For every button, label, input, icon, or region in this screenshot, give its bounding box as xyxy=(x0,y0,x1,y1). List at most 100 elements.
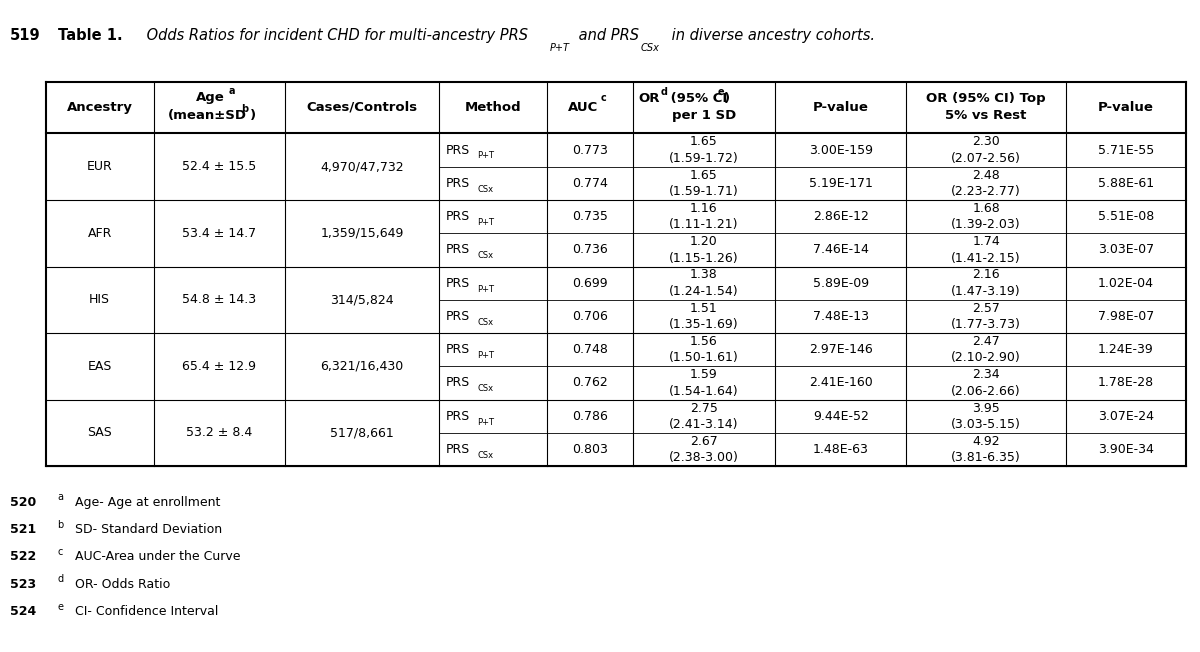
Text: a: a xyxy=(229,85,235,95)
Text: Cases/Controls: Cases/Controls xyxy=(306,101,418,114)
Text: 52.4 ± 15.5: 52.4 ± 15.5 xyxy=(182,160,257,173)
Text: 522: 522 xyxy=(10,550,36,563)
Text: 0.736: 0.736 xyxy=(572,243,608,256)
Text: 0.748: 0.748 xyxy=(572,343,608,356)
Text: P+T: P+T xyxy=(478,418,494,426)
Text: 1.02E-04: 1.02E-04 xyxy=(1098,276,1153,289)
Text: 1.16
(1.11-1.21): 1.16 (1.11-1.21) xyxy=(670,202,739,231)
Text: AUC-Area under the Curve: AUC-Area under the Curve xyxy=(71,550,240,563)
Text: ): ) xyxy=(724,92,730,105)
Text: per 1 SD: per 1 SD xyxy=(672,109,736,122)
Text: 1,359/15,649: 1,359/15,649 xyxy=(320,227,403,240)
Text: 2.41E-160: 2.41E-160 xyxy=(809,376,872,389)
Text: and PRS: and PRS xyxy=(574,28,638,44)
Text: 1.48E-63: 1.48E-63 xyxy=(812,443,869,456)
Text: Ancestry: Ancestry xyxy=(67,101,133,114)
Text: 5.51E-08: 5.51E-08 xyxy=(1098,210,1154,223)
Text: PRS: PRS xyxy=(446,310,470,323)
Text: PRS: PRS xyxy=(446,409,470,422)
Text: 2.48
(2.23-2.77): 2.48 (2.23-2.77) xyxy=(952,169,1021,198)
Text: Age- Age at enrollment: Age- Age at enrollment xyxy=(71,496,220,509)
Text: 0.774: 0.774 xyxy=(572,177,608,190)
Text: 54.8 ± 14.3: 54.8 ± 14.3 xyxy=(182,293,257,306)
Text: P+T: P+T xyxy=(478,218,494,227)
Text: 0.735: 0.735 xyxy=(572,210,608,223)
Text: 53.4 ± 14.7: 53.4 ± 14.7 xyxy=(182,227,257,240)
Text: AFR: AFR xyxy=(88,227,112,240)
Text: P+T: P+T xyxy=(478,151,494,160)
Text: 3.00E-159: 3.00E-159 xyxy=(809,143,872,156)
Text: b: b xyxy=(241,104,248,113)
Text: 2.75
(2.41-3.14): 2.75 (2.41-3.14) xyxy=(670,402,739,431)
Text: 519: 519 xyxy=(10,28,41,44)
Text: d: d xyxy=(58,574,64,584)
Text: 524: 524 xyxy=(10,605,36,618)
Text: OR: OR xyxy=(638,92,660,105)
Text: 3.90E-34: 3.90E-34 xyxy=(1098,443,1153,456)
Text: 520: 520 xyxy=(10,496,36,509)
Text: SD- Standard Deviation: SD- Standard Deviation xyxy=(71,523,222,536)
Text: AUC: AUC xyxy=(568,101,598,114)
Text: 2.30
(2.07-2.56): 2.30 (2.07-2.56) xyxy=(952,136,1021,165)
Text: 2.57
(1.77-3.73): 2.57 (1.77-3.73) xyxy=(952,302,1021,331)
Text: 4.92
(3.81-6.35): 4.92 (3.81-6.35) xyxy=(952,435,1021,464)
Text: 1.20
(1.15-1.26): 1.20 (1.15-1.26) xyxy=(670,235,739,265)
Text: P+T: P+T xyxy=(478,351,494,360)
Text: 5% vs Rest: 5% vs Rest xyxy=(946,109,1027,122)
Text: 4,970/47,732: 4,970/47,732 xyxy=(320,160,403,173)
Text: Age: Age xyxy=(196,91,224,104)
Text: d: d xyxy=(660,87,667,96)
Text: Method: Method xyxy=(464,101,521,114)
Text: 5.88E-61: 5.88E-61 xyxy=(1098,177,1154,190)
Text: 521: 521 xyxy=(10,523,36,536)
Text: c: c xyxy=(601,93,606,102)
Text: CSx: CSx xyxy=(478,251,493,260)
Text: 0.803: 0.803 xyxy=(572,443,608,456)
Text: 0.762: 0.762 xyxy=(572,376,608,389)
Text: 1.65
(1.59-1.72): 1.65 (1.59-1.72) xyxy=(670,136,739,165)
Text: (mean±SD: (mean±SD xyxy=(168,109,247,122)
Text: (95% CI: (95% CI xyxy=(666,92,727,105)
Text: EAS: EAS xyxy=(88,360,112,373)
Text: OR (95% CI) Top: OR (95% CI) Top xyxy=(926,92,1046,105)
Text: CSx: CSx xyxy=(478,385,493,393)
Text: 53.2 ± 8.4: 53.2 ± 8.4 xyxy=(186,426,252,439)
Text: 2.86E-12: 2.86E-12 xyxy=(812,210,869,223)
Text: 523: 523 xyxy=(10,578,36,591)
Text: CSx: CSx xyxy=(641,42,660,53)
Text: 0.706: 0.706 xyxy=(572,310,608,323)
Text: PRS: PRS xyxy=(446,343,470,356)
Text: PRS: PRS xyxy=(446,210,470,223)
Text: e: e xyxy=(718,87,725,96)
Text: P+T: P+T xyxy=(550,42,570,53)
Text: 5.71E-55: 5.71E-55 xyxy=(1098,143,1154,156)
Text: Table 1.: Table 1. xyxy=(58,28,122,44)
Text: 5.19E-171: 5.19E-171 xyxy=(809,177,872,190)
Text: 1.65
(1.59-1.71): 1.65 (1.59-1.71) xyxy=(670,169,739,198)
Text: HIS: HIS xyxy=(89,293,110,306)
Text: 5.89E-09: 5.89E-09 xyxy=(812,276,869,289)
Text: CSx: CSx xyxy=(478,451,493,460)
Text: 1.68
(1.39-2.03): 1.68 (1.39-2.03) xyxy=(952,202,1021,231)
Text: 3.07E-24: 3.07E-24 xyxy=(1098,409,1153,422)
Text: PRS: PRS xyxy=(446,243,470,256)
Text: 1.74
(1.41-2.15): 1.74 (1.41-2.15) xyxy=(952,235,1021,265)
Text: PRS: PRS xyxy=(446,443,470,456)
Text: 65.4 ± 12.9: 65.4 ± 12.9 xyxy=(182,360,257,373)
Text: 1.56
(1.50-1.61): 1.56 (1.50-1.61) xyxy=(670,335,739,364)
Text: PRS: PRS xyxy=(446,276,470,289)
Text: in diverse ancestry cohorts.: in diverse ancestry cohorts. xyxy=(667,28,875,44)
Text: 1.59
(1.54-1.64): 1.59 (1.54-1.64) xyxy=(670,368,739,398)
Text: Odds Ratios for incident CHD for multi-ancestry PRS: Odds Ratios for incident CHD for multi-a… xyxy=(142,28,528,44)
Text: 2.67
(2.38-3.00): 2.67 (2.38-3.00) xyxy=(670,435,739,464)
Text: 2.47
(2.10-2.90): 2.47 (2.10-2.90) xyxy=(952,335,1021,364)
Text: 0.699: 0.699 xyxy=(572,276,607,289)
Text: OR- Odds Ratio: OR- Odds Ratio xyxy=(71,578,170,591)
Text: 3.03E-07: 3.03E-07 xyxy=(1098,243,1154,256)
Text: e: e xyxy=(58,602,64,612)
Text: P-value: P-value xyxy=(1098,101,1153,114)
Text: CSx: CSx xyxy=(478,318,493,327)
Text: P+T: P+T xyxy=(478,284,494,293)
Text: 2.97E-146: 2.97E-146 xyxy=(809,343,872,356)
Text: 6,321/16,430: 6,321/16,430 xyxy=(320,360,403,373)
